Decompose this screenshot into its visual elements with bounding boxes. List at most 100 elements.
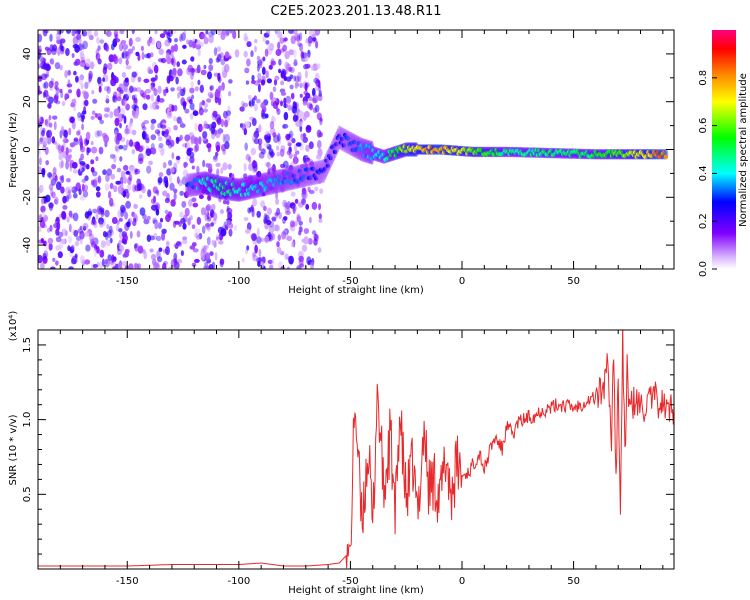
spectrogram-noise-blob bbox=[153, 64, 159, 74]
spectrogram-noise-blob bbox=[71, 30, 76, 37]
spectrogram-noise-blob bbox=[98, 261, 103, 269]
spectrogram-noise-blob bbox=[168, 159, 173, 166]
spectrogram-noise-blob bbox=[154, 263, 161, 269]
spectrogram-noise-blob bbox=[96, 36, 100, 45]
spectrogram-noise-blob bbox=[38, 33, 43, 43]
spectrogram-noise-blob bbox=[246, 245, 250, 251]
spectrogram-noise-blob bbox=[197, 79, 201, 86]
spectrogram-noise-blob bbox=[276, 151, 281, 157]
spectrogram-noise-blob bbox=[104, 183, 110, 192]
spectrogram-noise-blob bbox=[276, 207, 281, 216]
spectrogram-noise-blob bbox=[106, 224, 110, 230]
spectrogram-noise-blob bbox=[204, 209, 209, 216]
spectrogram-noise-blob bbox=[68, 127, 72, 136]
spectrogram-noise-blob bbox=[68, 185, 75, 192]
spectrogram-noise-blob bbox=[250, 204, 254, 211]
spectrogram-noise-blob bbox=[102, 77, 105, 82]
spectrogram-noise-blob bbox=[79, 74, 85, 81]
spectrogram-noise-blob bbox=[50, 60, 55, 65]
spectrogram-noise-blob bbox=[149, 103, 155, 110]
spectrogram-noise-blob bbox=[55, 88, 60, 95]
spectrogram-noise-blob bbox=[83, 184, 89, 192]
spectrogram-noise-blob bbox=[269, 121, 275, 130]
spectrogram-noise-blob bbox=[293, 157, 298, 165]
spectrogram-noise-blob bbox=[304, 70, 308, 79]
spectrogram-noise-blob bbox=[148, 69, 154, 74]
spectrogram-noise-blob bbox=[221, 82, 225, 91]
spectrogram-noise-blob bbox=[264, 235, 270, 243]
spectrogram-noise-blob bbox=[205, 30, 209, 35]
spectrogram-noise-blob bbox=[226, 114, 230, 123]
spectrogram-noise-blob bbox=[53, 140, 57, 145]
spectrogram-noise-blob bbox=[315, 79, 321, 88]
spectrogram-noise-blob bbox=[211, 203, 216, 211]
snr-panel: -150 -100 -50 0 50 0.5 1.0 1.5 Height of strai… bbox=[8, 311, 675, 596]
spectrogram-noise-blob bbox=[270, 91, 274, 101]
spectrogram-noise-blob bbox=[74, 30, 78, 34]
spectrogram-noise-blob bbox=[61, 211, 67, 220]
spectrogram-noise-blob bbox=[257, 63, 260, 72]
spectrogram-noise-blob bbox=[128, 263, 134, 269]
spectrogram-noise-blob bbox=[65, 48, 70, 56]
spectrogram-noise-blob bbox=[272, 132, 277, 138]
spectrogram-noise-blob bbox=[152, 186, 158, 194]
spectrogram-noise-blob bbox=[271, 258, 275, 266]
spectrogram-noise-blob bbox=[179, 134, 183, 141]
spectrogram-noise-blob bbox=[170, 167, 175, 173]
spectrogram-noise-blob bbox=[117, 113, 124, 123]
spectrogram-noise-blob bbox=[303, 111, 310, 118]
snr-y-ticks: 0.5 1.0 1.5 bbox=[22, 329, 674, 555]
spectrogram-noise-blob bbox=[191, 41, 196, 49]
spectrogram-noise-blob bbox=[204, 261, 209, 268]
spectrogram-noise-blob bbox=[118, 145, 124, 150]
spectrogram-noise-blob bbox=[146, 165, 152, 174]
spectrogram-noise-blob bbox=[284, 253, 289, 260]
spectrogram-noise-blob bbox=[163, 89, 167, 97]
spectrogram-noise-blob bbox=[263, 205, 267, 211]
spectrogram-noise-blob bbox=[277, 133, 281, 142]
spectrogram-noise-blob bbox=[199, 84, 204, 94]
spectrogram-noise-blob bbox=[293, 153, 298, 159]
spectrogram-noise-blob bbox=[114, 135, 120, 143]
spectrogram-noise-blob bbox=[198, 123, 203, 133]
spectrogram-noise-blob bbox=[189, 215, 193, 221]
spectrogram-noise-blob bbox=[297, 75, 302, 83]
x-tick-label: 50 bbox=[567, 276, 580, 287]
spectrogram-noise-blob bbox=[226, 200, 230, 205]
spectrogram-noise-blob bbox=[113, 154, 117, 163]
spectrogram-noise-blob bbox=[227, 163, 232, 170]
spectrogram-noise-blob bbox=[40, 262, 45, 269]
spectrogram-noise-blob bbox=[286, 63, 292, 72]
spectrogram-noise-blob bbox=[38, 157, 42, 166]
spectrogram-noise-blob bbox=[131, 94, 136, 101]
spectrogram-noise-blob bbox=[309, 103, 314, 111]
spectrogram-noise-blob bbox=[110, 259, 116, 269]
spectrogram-noise-blob bbox=[154, 220, 160, 227]
figure-title: C2E5.2023.201.13.48.R11 bbox=[270, 4, 441, 19]
spectrogram-noise-blob bbox=[54, 62, 61, 70]
spectrogram-noise-blob bbox=[56, 221, 61, 231]
spectrogram-noise-blob bbox=[99, 119, 104, 125]
spectrogram-noise-blob bbox=[205, 204, 212, 212]
spectrogram-noise-blob bbox=[302, 190, 308, 200]
spectrogram-noise-blob bbox=[38, 85, 41, 93]
spectrogram-noise-blob bbox=[48, 114, 52, 121]
spectrogram-noise-blob bbox=[286, 266, 290, 269]
spectrogram-noise-blob bbox=[47, 102, 52, 109]
spectrogram-noise-blob bbox=[72, 44, 79, 49]
spectrogram-noise-blob bbox=[114, 117, 120, 127]
spectrogram-noise-blob bbox=[243, 50, 248, 58]
spectrogram-noise-blob bbox=[258, 151, 265, 159]
spectrogram-noise-blob bbox=[51, 47, 57, 56]
spectrogram-noise-blob bbox=[62, 136, 66, 143]
spectrogram-noise-blob bbox=[108, 54, 115, 63]
spectrogram-noise-blob bbox=[132, 46, 135, 51]
spectrogram-noise-blob bbox=[154, 129, 161, 135]
spectrogram-noise-blob bbox=[116, 220, 120, 225]
spectrogram-noise-blob bbox=[305, 92, 311, 99]
spectrogram-noise-blob bbox=[170, 199, 176, 207]
spectrogram-noise-blob bbox=[150, 118, 157, 124]
spectrogram-noise-blob bbox=[116, 132, 123, 141]
spectrogram-noise-blob bbox=[246, 58, 251, 67]
spectrogram-noise-blob bbox=[106, 107, 110, 113]
